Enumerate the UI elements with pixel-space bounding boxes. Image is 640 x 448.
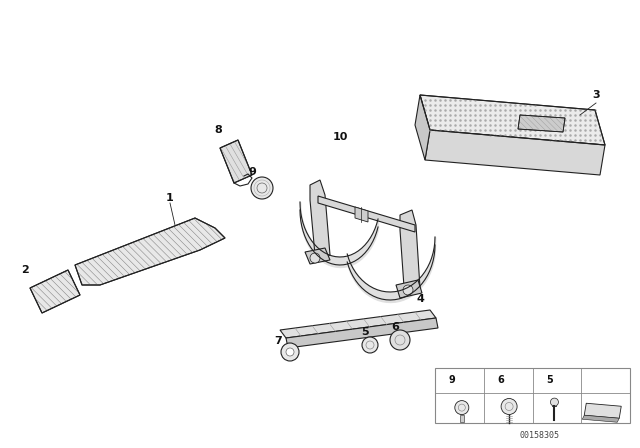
Polygon shape [584, 403, 621, 418]
Text: 8: 8 [214, 125, 222, 135]
Polygon shape [518, 115, 565, 132]
Polygon shape [518, 115, 565, 132]
Text: 7: 7 [274, 336, 282, 346]
Text: 4: 4 [416, 294, 424, 304]
Text: 5: 5 [546, 375, 553, 385]
Text: 9: 9 [449, 375, 456, 385]
Polygon shape [220, 140, 252, 183]
Circle shape [362, 337, 378, 353]
Polygon shape [400, 210, 420, 292]
Text: 00158305: 00158305 [520, 431, 560, 439]
Circle shape [455, 401, 469, 414]
Polygon shape [460, 414, 464, 422]
Circle shape [251, 177, 273, 199]
Circle shape [281, 343, 299, 361]
Polygon shape [305, 248, 330, 264]
Bar [435, 368, 630, 423]
Text: 1: 1 [166, 193, 174, 203]
Circle shape [403, 285, 413, 295]
Polygon shape [220, 140, 252, 183]
Polygon shape [30, 270, 80, 313]
Circle shape [390, 330, 410, 350]
Polygon shape [310, 180, 330, 260]
Polygon shape [75, 218, 225, 285]
Polygon shape [415, 95, 430, 160]
Circle shape [501, 399, 517, 414]
Text: 10: 10 [332, 132, 348, 142]
Circle shape [286, 348, 294, 356]
Circle shape [310, 253, 320, 263]
Polygon shape [318, 196, 415, 232]
Text: 9: 9 [248, 167, 256, 177]
Polygon shape [425, 130, 605, 175]
Polygon shape [420, 95, 605, 145]
Polygon shape [355, 207, 368, 222]
Polygon shape [286, 318, 438, 348]
Text: 6: 6 [497, 375, 504, 385]
Text: 5: 5 [361, 327, 369, 337]
Text: 3: 3 [592, 90, 600, 100]
Polygon shape [396, 280, 422, 298]
Text: 2: 2 [21, 265, 29, 275]
Circle shape [550, 398, 559, 406]
Polygon shape [280, 310, 436, 338]
Polygon shape [30, 270, 80, 313]
Polygon shape [582, 415, 620, 422]
Text: 6: 6 [391, 322, 399, 332]
Polygon shape [75, 218, 225, 285]
